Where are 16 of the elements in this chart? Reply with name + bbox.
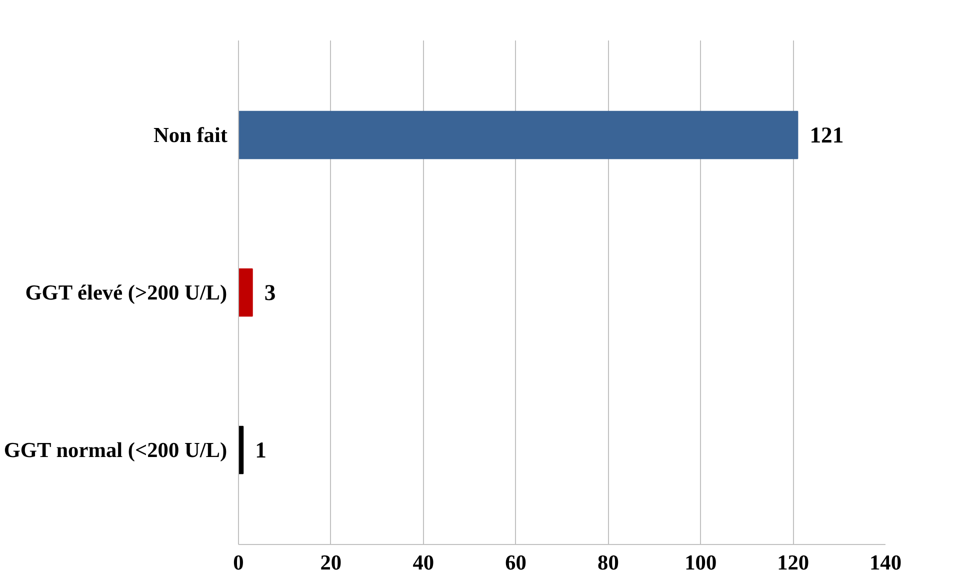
x-tick-label: 140	[870, 550, 902, 574]
x-tick-label: 120	[777, 550, 810, 574]
y-tick-label: GGT élevé (>200 U/L)	[25, 280, 228, 304]
y-tick-label: GGT normal (<200 U/L)	[4, 438, 228, 462]
x-tick-label: 40	[412, 550, 434, 574]
data-label: 121	[810, 122, 844, 148]
x-tick-label: 0	[233, 550, 244, 574]
bar	[238, 268, 253, 317]
x-tick-label: 20	[320, 550, 342, 574]
y-tick-label: Non fait	[153, 123, 228, 147]
data-label: 3	[264, 280, 276, 305]
data-label: 1	[255, 438, 266, 462]
x-tick-label: 100	[684, 550, 717, 574]
bar	[238, 110, 798, 160]
x-tick-label: 60	[505, 550, 526, 574]
x-tick-label: 80	[598, 550, 619, 574]
